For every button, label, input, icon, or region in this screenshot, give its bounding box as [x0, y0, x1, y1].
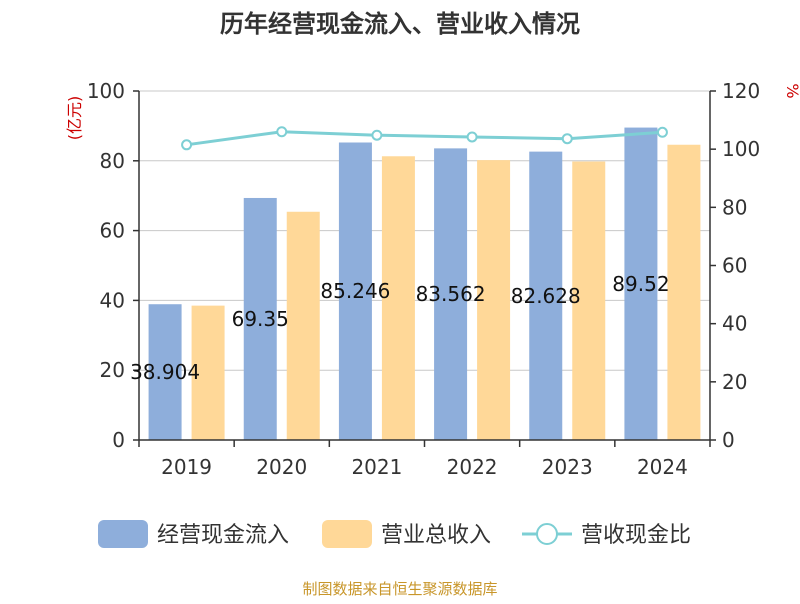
ratio-point	[181, 139, 193, 151]
axes-group: 0 20 40 60 80 100 0 20 40 60 80 100 120 2019 2020 2021 2…	[87, 79, 760, 479]
right-tick-label: 120	[722, 79, 760, 103]
ratio-line	[186, 130, 663, 147]
ratio-point	[656, 126, 668, 138]
bar-cash-inflow	[529, 151, 563, 440]
x-tick-label: 2019	[161, 455, 212, 479]
legend-label-total-revenue: 营业总收入	[381, 523, 491, 548]
bar-total-revenue	[477, 160, 511, 441]
legend: 经营现金流入 营业总收入 营收现金比	[98, 520, 691, 548]
right-tick-label: 0	[722, 428, 735, 452]
legend-swatch-cash-inflow	[98, 520, 148, 548]
x-tick-label: 2022	[447, 455, 498, 479]
legend-label-cash-inflow: 经营现金流入	[157, 523, 289, 548]
line-series-group	[181, 126, 668, 151]
x-tick-label: 2020	[256, 455, 307, 479]
legend-label-ratio: 营收现金比	[581, 523, 691, 548]
ratio-point	[466, 131, 478, 143]
bar-total-revenue	[667, 144, 701, 440]
right-tick-label: 20	[722, 370, 747, 394]
left-tick-label: 100	[87, 79, 125, 103]
bar-total-revenue	[286, 211, 320, 440]
ratio-point	[371, 129, 383, 141]
legend-swatch-total-revenue	[322, 520, 372, 548]
bars-group	[148, 127, 701, 441]
data-label: 85.246	[320, 279, 390, 303]
left-tick-label: 80	[100, 149, 125, 173]
data-label: 82.628	[511, 284, 581, 308]
left-tick-label: 60	[100, 219, 125, 243]
data-labels-group: 38.904 69.35 85.246 83.562 82.628 89.52	[130, 272, 669, 384]
bar-cash-inflow	[243, 197, 277, 440]
bar-total-revenue	[191, 305, 225, 440]
bar-cash-inflow	[624, 127, 658, 441]
data-label: 89.52	[612, 272, 669, 296]
right-axis-unit: %	[783, 83, 800, 98]
ratio-point	[276, 126, 288, 138]
bar-total-revenue	[381, 156, 415, 440]
data-label: 83.562	[416, 282, 486, 306]
bar-cash-inflow	[148, 304, 182, 440]
bar-cash-inflow	[338, 142, 372, 440]
left-axis-unit: (亿元)	[65, 96, 84, 141]
source-note: 制图数据来自恒生聚源数据库	[302, 580, 497, 598]
left-tick-label: 0	[112, 428, 125, 452]
right-tick-label: 40	[722, 312, 747, 336]
right-tick-label: 80	[722, 195, 747, 219]
data-label: 38.904	[130, 360, 200, 384]
grid-lines	[139, 90, 710, 371]
right-tick-label: 100	[722, 137, 760, 161]
bar-cash-inflow	[434, 148, 468, 440]
x-tick-label: 2024	[637, 455, 688, 479]
ratio-point	[561, 133, 573, 145]
left-tick-label: 20	[100, 358, 125, 382]
legend-marker-ratio	[536, 523, 558, 545]
data-label: 69.35	[232, 307, 289, 331]
right-tick-label: 60	[722, 254, 747, 278]
chart-title: 历年经营现金流入、营业收入情况	[220, 10, 580, 38]
x-tick-label: 2023	[542, 455, 593, 479]
bar-total-revenue	[572, 161, 606, 441]
x-tick-label: 2021	[351, 455, 402, 479]
left-tick-label: 40	[100, 288, 125, 312]
